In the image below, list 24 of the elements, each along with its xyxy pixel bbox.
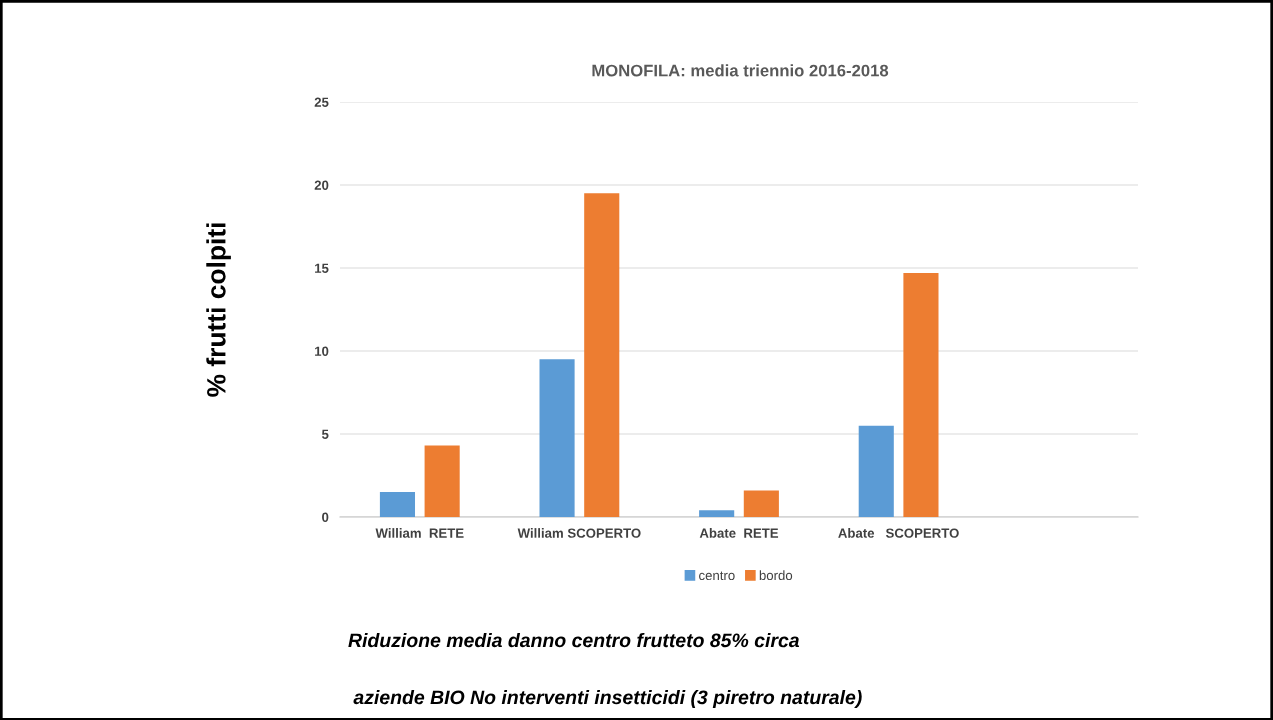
chart-title: MONOFILA: media triennio 2016-2018 xyxy=(592,64,889,77)
y-axis-title: % frutti colpiti xyxy=(206,223,231,397)
legend-label: centro xyxy=(699,571,735,581)
bar xyxy=(539,359,575,517)
x-tick-label: William RETE xyxy=(375,528,464,538)
x-tick-label: Abate RETE xyxy=(699,528,779,538)
y-tick-label: 10 xyxy=(315,346,329,356)
text: aziende BIO No interventi insetticidi (3 piretro naturale) xyxy=(353,689,862,709)
bar xyxy=(379,492,416,517)
y-tick-label: 20 xyxy=(314,180,329,190)
bar xyxy=(424,445,460,517)
y-tick-label: 25 xyxy=(314,97,329,107)
x-tick-label: Abate SCOPERTO xyxy=(838,528,959,538)
bar xyxy=(858,425,894,517)
text: Riduzione media danno centro frutteto 85% circa xyxy=(348,632,800,648)
bar xyxy=(903,272,939,517)
y-tick-label: 15 xyxy=(315,263,329,273)
bar xyxy=(743,490,779,517)
y-tick-label: 5 xyxy=(321,429,329,439)
bar xyxy=(584,193,620,517)
bar xyxy=(699,510,735,517)
x-tick-label: William SCOPERTO xyxy=(517,528,641,538)
y-tick-label: 0 xyxy=(322,512,329,522)
legend-label: bordo xyxy=(759,570,793,581)
